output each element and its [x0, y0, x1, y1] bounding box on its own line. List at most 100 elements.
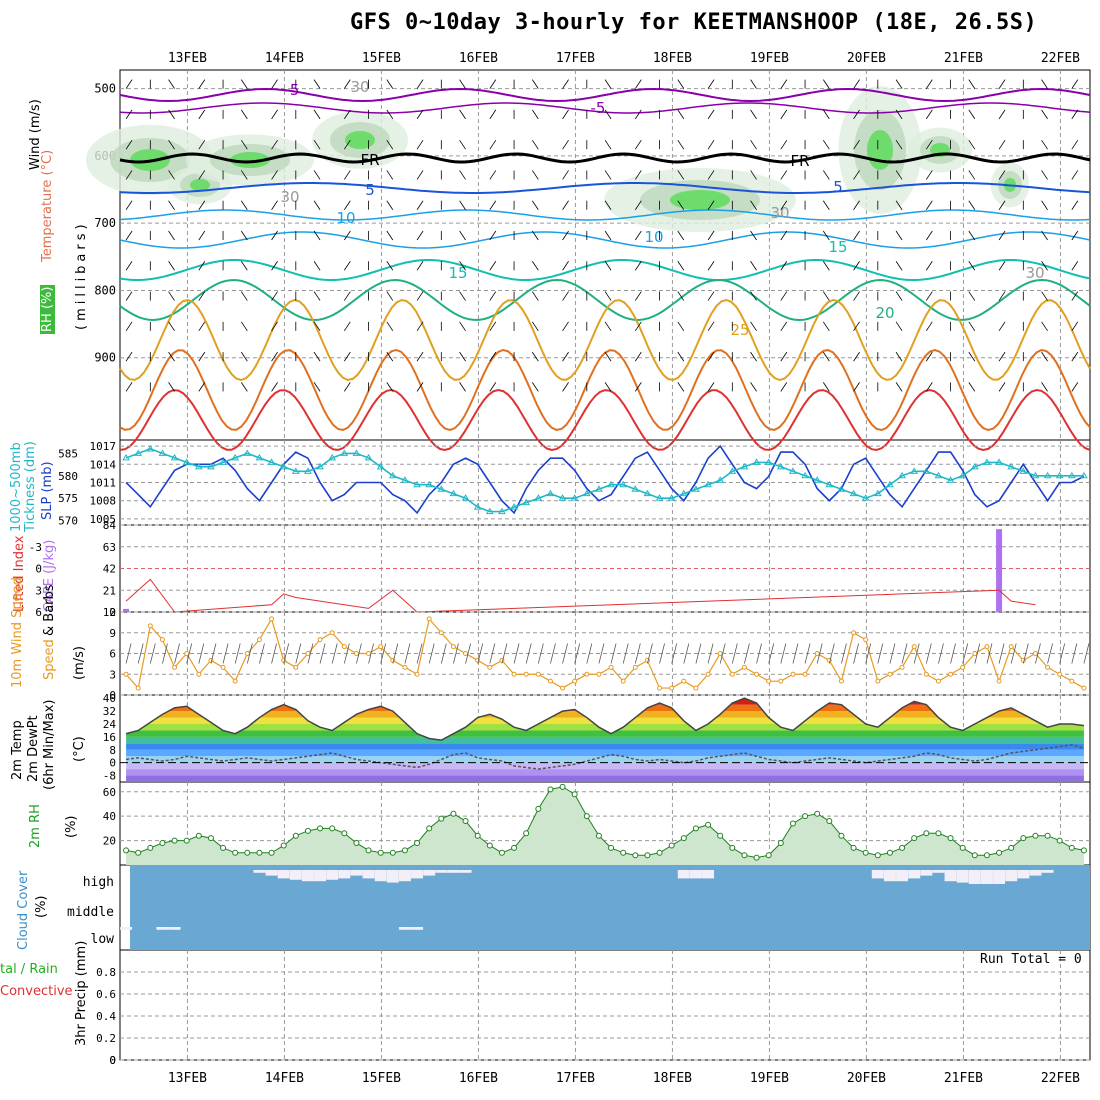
wind10-barb: [222, 643, 229, 664]
wind-barb: [313, 200, 321, 210]
thickness-point: [825, 480, 834, 488]
wind-barb: [780, 139, 788, 150]
wind10-barb: [137, 643, 144, 664]
thickness-point: [425, 480, 434, 488]
wind-barb: [125, 321, 133, 332]
thickness-point: [946, 476, 955, 483]
wind-barb: [343, 261, 351, 271]
wind-barb: [489, 79, 497, 89]
wind-barb: [968, 321, 976, 332]
wind10-barb: [307, 643, 314, 664]
wind-barb: [998, 200, 1006, 210]
date-label-top: 19FEB: [750, 51, 789, 66]
cape-bar: [996, 529, 1003, 612]
wind-barb: [240, 261, 248, 271]
date-label-bottom: 18FEB: [653, 1071, 692, 1086]
wind-barb: [125, 109, 133, 120]
dewpt2m-label: 2m DewPt: [26, 715, 41, 782]
wind-barb: [634, 382, 642, 392]
wind-barb: [895, 261, 903, 271]
wind-barb: [240, 351, 248, 362]
cloud-cell: [168, 927, 181, 930]
precip-tick-label: 0: [109, 1054, 116, 1067]
wind10-barb: [1059, 643, 1066, 664]
wind-tick-label: 0: [109, 689, 116, 702]
cloud-cell: [908, 870, 921, 879]
thickness-tick-label: 585: [58, 447, 78, 460]
wind-barb: [240, 79, 248, 89]
wind10-barb: [125, 643, 132, 664]
wind10-barb: [453, 643, 459, 664]
wind10-barb: [186, 643, 193, 664]
rh2m-point: [874, 852, 881, 859]
precip-tick-label: 0.8: [96, 966, 116, 979]
temperature-contour: [119, 152, 1091, 164]
thickness-point: [704, 480, 712, 488]
thickness-point: [437, 485, 446, 492]
thickness-point: [789, 467, 797, 474]
thickness-point: [910, 467, 919, 474]
temp-tick-label: 16: [103, 731, 116, 744]
wind-barb: [562, 139, 569, 150]
thickness-tick-label: 575: [58, 492, 78, 505]
wind-barb: [489, 139, 497, 150]
wind10-point: [159, 637, 165, 643]
wind-barb: [562, 291, 569, 301]
thickness-point: [740, 462, 749, 470]
wind10-point: [329, 630, 335, 636]
cloud-cell: [398, 870, 411, 882]
thickness-point: [801, 471, 809, 479]
wind-barb: [634, 109, 642, 120]
wind-barb: [386, 200, 394, 210]
thickness-point: [667, 494, 676, 501]
rh2m-point: [183, 837, 190, 844]
wind-barb: [416, 291, 424, 301]
wind10-barb: [537, 643, 544, 664]
wind10-point: [911, 644, 917, 650]
wind-barb: [125, 351, 133, 362]
wind-barb: [562, 109, 569, 120]
thickness-point: [983, 458, 991, 465]
wind-barb: [343, 230, 351, 241]
rh2m-point: [256, 849, 263, 856]
rh-shade-high: [345, 131, 375, 149]
wind-barb: [489, 261, 497, 271]
wind-barb: [240, 200, 248, 210]
wind10-point: [948, 671, 954, 677]
wind-barb: [822, 261, 830, 271]
cloud-level-label: high: [83, 875, 114, 890]
rh2m-point: [523, 830, 530, 837]
wind-barb: [780, 109, 788, 120]
contour-label: FR: [790, 152, 809, 170]
contour-label: 30: [1025, 264, 1044, 282]
rh2m-point: [583, 813, 590, 820]
rh-tick-label: 60: [103, 786, 116, 799]
thickness-point: [498, 507, 506, 515]
wind-barb: [677, 321, 685, 332]
wind-barb: [895, 109, 903, 120]
rh2m-point: [680, 835, 687, 842]
wind-barb: [168, 200, 175, 210]
rh2m-point: [426, 825, 433, 832]
rh2m-point: [547, 786, 554, 793]
wind-barb: [895, 79, 903, 89]
wind-barb: [895, 200, 903, 210]
wind10-point: [766, 678, 772, 684]
wind10-barb: [416, 643, 423, 664]
wind10-barb: [162, 643, 168, 664]
upper-units-label: (millibars): [74, 220, 89, 330]
wind-barb: [634, 200, 642, 210]
wind-barb: [925, 261, 933, 271]
wind-barb: [531, 170, 539, 180]
wind-barb: [1071, 79, 1079, 89]
wind10-barb: [392, 643, 399, 664]
wind-barb: [198, 139, 206, 150]
thickness-point: [449, 489, 458, 497]
wind-barb: [125, 261, 133, 271]
wind10-barb: [877, 643, 884, 664]
wind-barb: [968, 200, 976, 210]
li-tick-label: -3: [29, 541, 42, 554]
wind-barb: [459, 200, 466, 210]
wind-barb: [998, 351, 1006, 362]
thickness-point: [692, 485, 700, 492]
